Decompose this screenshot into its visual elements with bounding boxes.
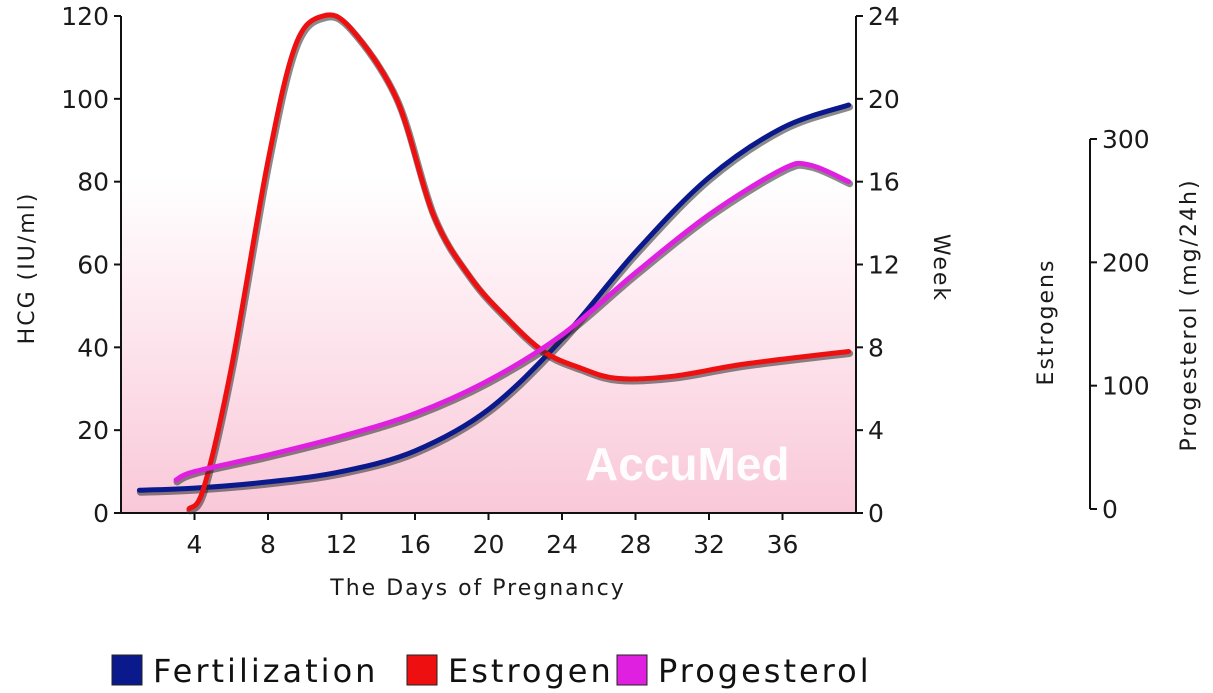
left-axis-tick-label: 0 [93, 499, 109, 528]
legend-label-estrogen: Estrogen [448, 652, 614, 690]
estrogens-axis-title: Estrogens [1034, 259, 1059, 386]
left-axis-tick-label: 80 [77, 168, 109, 197]
x-axis-tick-label: 20 [473, 530, 505, 559]
left-axis-tick-label: 120 [61, 2, 109, 31]
week-axis-tick-label: 24 [868, 2, 900, 31]
x-axis-tick-label: 16 [399, 530, 431, 559]
week-axis-tick-label: 20 [868, 85, 900, 114]
left-axis-tick-label: 60 [77, 251, 109, 280]
week-axis-title: Week [928, 234, 953, 302]
week-axis-tick-label: 12 [868, 251, 900, 280]
legend-swatch-estrogen [406, 654, 438, 686]
x-axis-tick-label: 24 [546, 530, 578, 559]
left-axis-title: HCG (IU/ml) [15, 192, 40, 345]
secondary-axis-tick-label: 300 [1102, 125, 1150, 154]
x-axis-tick-label: 32 [693, 530, 725, 559]
axes: 0 20 40 60 80 100 120 0 4 8 12 16 20 24 4 8 12 16 20 24 28 32… [61, 2, 1149, 559]
week-axis-tick-label: 16 [868, 168, 900, 197]
x-axis-tick-label: 28 [620, 530, 652, 559]
week-axis-tick-label: 8 [868, 333, 884, 362]
week-axis-tick-label: 0 [868, 499, 884, 528]
x-axis-tick-label: 12 [326, 530, 358, 559]
left-axis-tick-label: 100 [61, 85, 109, 114]
x-axis-tick-label: 8 [260, 530, 276, 559]
x-axis-tick-label: 4 [187, 530, 203, 559]
plot-background [121, 178, 856, 513]
week-axis-tick-label: 4 [868, 416, 884, 445]
legend-swatch-fertilization [111, 654, 143, 686]
x-axis-tick-label: 36 [767, 530, 799, 559]
secondary-axis-tick-label: 100 [1102, 372, 1150, 401]
series-lines [136, 12, 854, 515]
series-line-progesterol [173, 160, 852, 483]
legend-label-fertilization: Fertilization [153, 652, 378, 690]
legend-swatch-progesterol [616, 654, 648, 686]
left-axis-tick-label: 20 [77, 416, 109, 445]
legend: Fertilization Estrogen Progesterol [111, 652, 872, 690]
series-line-fertilization [136, 102, 852, 493]
x-axis-title: The Days of Pregnancy [329, 576, 625, 601]
series-line-estrogen [186, 12, 852, 512]
watermark: AccuMed [585, 438, 789, 490]
legend-label-progesterol: Progesterol [658, 652, 872, 690]
secondary-axis-tick-label: 200 [1102, 248, 1150, 277]
left-axis-tick-label: 40 [77, 333, 109, 362]
progesterol-axis-title: Progesterol (mg/24h) [1177, 178, 1202, 451]
secondary-axis-tick-label: 0 [1102, 495, 1118, 524]
